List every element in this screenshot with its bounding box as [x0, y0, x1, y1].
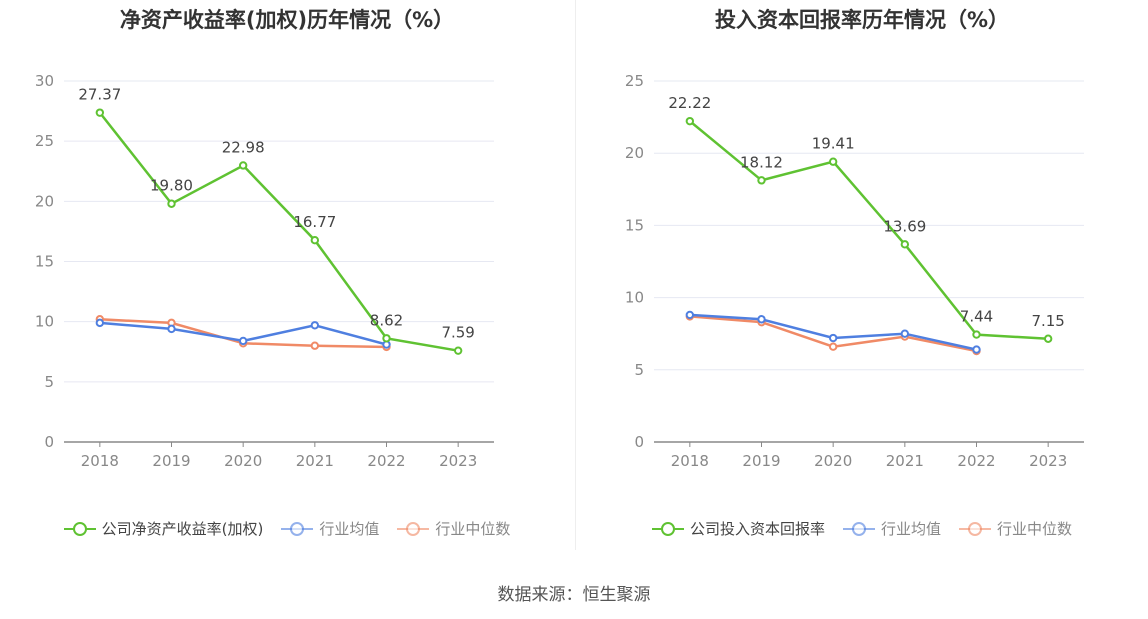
roic-chart-title: 投入资本回报率历年情况（%）: [714, 8, 1010, 32]
data-point: [167, 199, 176, 208]
y-tick-label: 30: [35, 72, 54, 90]
x-tick-label: 2020: [814, 452, 852, 470]
data-point: [757, 315, 766, 324]
x-tick-label: 2019: [742, 452, 780, 470]
legend-marker-icon: [397, 521, 430, 537]
legend-marker-icon: [959, 521, 991, 537]
data-source-note: 数据来源：恒生聚源: [497, 585, 651, 605]
legend-item[interactable]: 公司投入资本回报率: [651, 518, 825, 539]
data-label: 8.62: [370, 311, 403, 329]
roe-chart-title: 净资产收益率(加权)历年情况（%）: [119, 8, 455, 32]
data-point: [95, 108, 105, 117]
roic-chart-legend: 公司投入资本回报率 行业均值 行业中位数: [576, 518, 1148, 539]
legend-label: 行业中位数: [997, 520, 1073, 538]
data-point: [828, 342, 838, 351]
data-point: [310, 341, 320, 350]
roe-line-chart: 0 5 10 15 20 25 30 2018 2019 2020 2021 2022 2023 27.3…: [35, 72, 494, 470]
data-label: 7.15: [1031, 312, 1064, 330]
y-tick-label: 25: [35, 132, 54, 150]
legend-label: 行业均值: [319, 520, 380, 538]
data-point: [382, 334, 391, 343]
data-label: 16.77: [293, 213, 336, 231]
legend-item[interactable]: 行业均值: [842, 518, 941, 539]
data-point: [828, 157, 838, 166]
data-label: 13.69: [883, 217, 926, 235]
legend-item[interactable]: 行业中位数: [397, 518, 510, 539]
data-label: 18.12: [740, 153, 783, 171]
x-tick-label: 2018: [81, 452, 119, 470]
data-label: 22.98: [222, 138, 265, 156]
data-label: 7.59: [441, 324, 474, 342]
legend-marker-icon: [651, 521, 684, 537]
data-point: [828, 333, 838, 343]
series-line: [689, 120, 1049, 341]
data-point: [1043, 334, 1053, 343]
y-tick-label: 20: [625, 144, 644, 162]
y-tick-label: 15: [35, 253, 54, 271]
data-point: [167, 324, 176, 334]
data-point: [972, 345, 981, 354]
x-tick-label: 2021: [886, 452, 924, 470]
y-tick-label: 15: [625, 216, 644, 234]
x-tick-label: 2022: [367, 452, 405, 470]
data-point: [238, 161, 248, 170]
roic-line-chart: 0 5 10 15 20 25 2018 2019 2020 2021 2022 2023 22.22 1…: [625, 72, 1084, 470]
y-tick-label: 5: [44, 373, 54, 391]
data-point: [900, 240, 910, 249]
panel-divider: [575, 0, 576, 550]
data-point: [453, 346, 463, 355]
roe-chart-legend: 公司净资产收益率(加权) 行业均值 行业中位数: [0, 518, 574, 539]
legend-label: 公司投入资本回报率: [689, 520, 825, 538]
legend-item[interactable]: 公司净资产收益率(加权): [63, 518, 264, 539]
y-tick-label: 5: [634, 361, 644, 379]
x-tick-label: 2019: [152, 452, 190, 470]
legend-item[interactable]: 行业均值: [281, 518, 379, 539]
x-tick-label: 2018: [671, 452, 709, 470]
y-tick-label: 10: [35, 313, 54, 331]
legend-label: 行业均值: [880, 520, 941, 538]
legend-marker-icon: [281, 521, 314, 537]
roe-chart-panel: 净资产收益率(加权)历年情况（%） 0 5 10 15 20 25 30 2018 2019 20…: [0, 0, 574, 560]
x-tick-label: 2022: [957, 452, 995, 470]
legend-marker-icon: [63, 521, 96, 537]
data-point: [685, 310, 695, 320]
data-label: 19.80: [150, 177, 193, 195]
data-label: 27.37: [78, 86, 121, 104]
x-tick-label: 2023: [1029, 452, 1067, 470]
data-label: 22.22: [668, 94, 711, 112]
data-point: [685, 116, 695, 126]
y-tick-label: 20: [35, 192, 54, 210]
y-tick-label: 0: [634, 433, 644, 451]
data-point: [757, 176, 766, 185]
data-point: [238, 336, 248, 346]
data-point: [310, 236, 320, 245]
legend-label: 行业中位数: [435, 520, 511, 538]
data-label: 7.44: [960, 308, 993, 326]
legend-marker-icon: [842, 521, 875, 537]
legend-item[interactable]: 行业中位数: [959, 518, 1072, 539]
data-point: [900, 329, 910, 338]
data-point: [95, 318, 105, 328]
roic-chart-panel: 投入资本回报率历年情况（%） 0 5 10 15 20 25 2018 2019 2020 202…: [576, 0, 1148, 560]
legend-label: 公司净资产收益率(加权): [101, 520, 264, 538]
x-tick-label: 2020: [224, 452, 262, 470]
data-point: [972, 330, 981, 339]
x-tick-label: 2021: [296, 452, 334, 470]
data-label: 19.41: [812, 135, 855, 153]
y-tick-label: 10: [625, 289, 644, 307]
y-tick-label: 0: [44, 433, 54, 451]
x-tick-label: 2023: [439, 452, 477, 470]
y-tick-label: 25: [625, 72, 644, 90]
data-point: [310, 321, 320, 330]
series-line: [98, 111, 459, 352]
